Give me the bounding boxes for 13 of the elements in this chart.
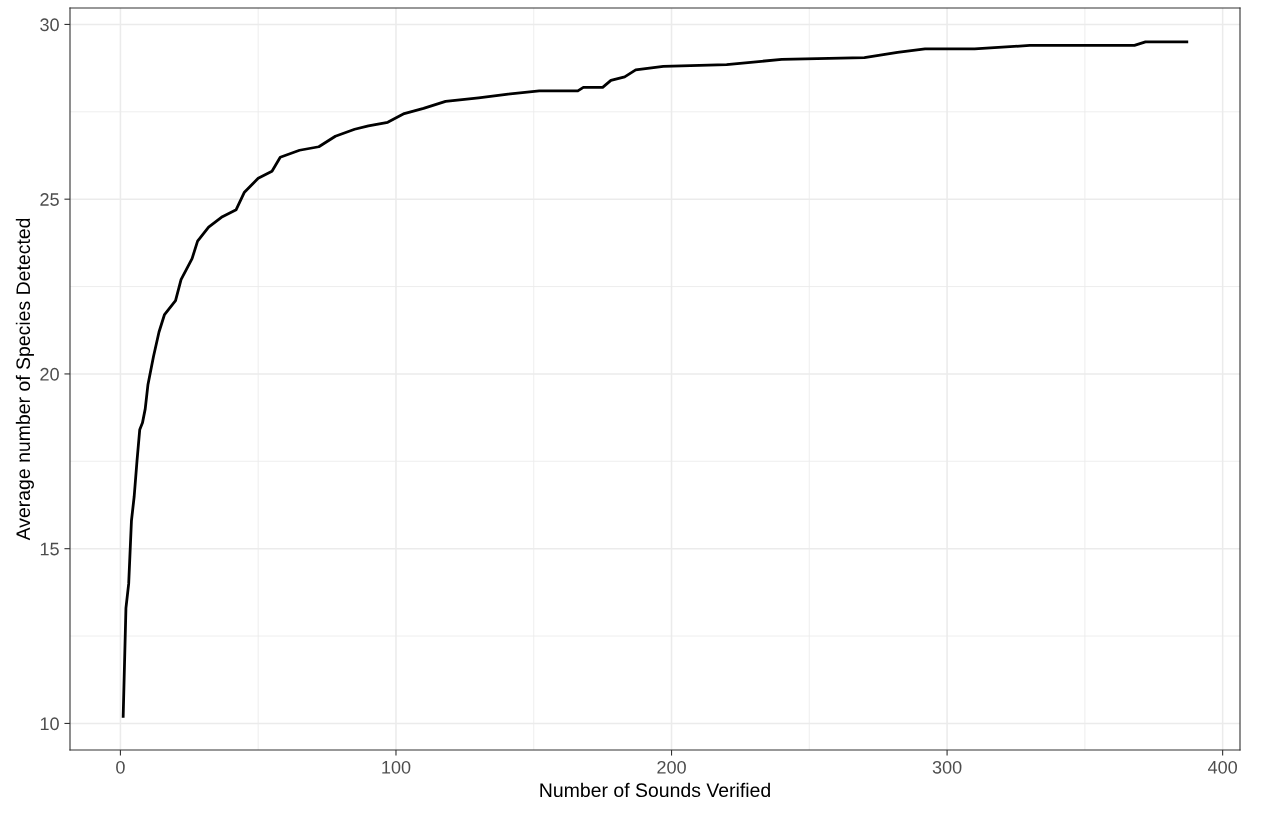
line-series	[121, 40, 1189, 718]
x-tick-label: 0	[116, 760, 125, 774]
y-tick-label: 25	[40, 193, 59, 206]
x-tick-label: 300	[932, 760, 962, 774]
y-tick-label: 30	[40, 18, 59, 32]
x-axis-title: Number of Sounds Verified	[540, 782, 770, 798]
y-tick-label: 15	[40, 542, 59, 556]
x-tick-label: 100	[382, 760, 411, 774]
x-tick-label: 400	[1207, 760, 1237, 774]
y-tick-label: 20	[40, 367, 59, 381]
x-tick-label: 200	[657, 760, 686, 774]
y-axis-title: Average number of Species Detected	[15, 218, 34, 541]
y-tick-label: 10	[40, 717, 59, 731]
